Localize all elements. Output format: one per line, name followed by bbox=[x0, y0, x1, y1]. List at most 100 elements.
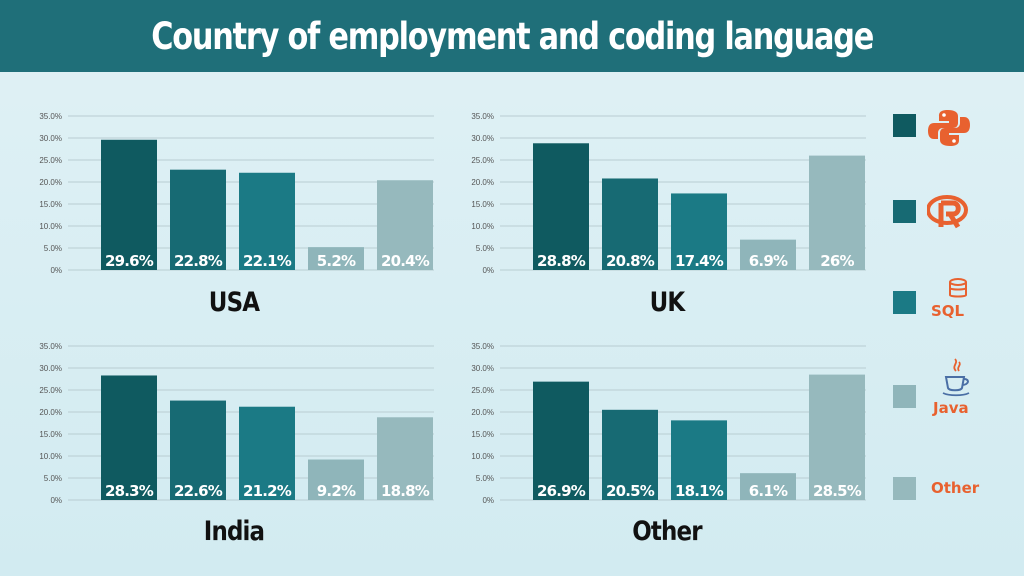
other-label: Other bbox=[931, 479, 980, 497]
other-ytick-label: 25.0% bbox=[471, 386, 494, 395]
usa-ytick-label: 30.0% bbox=[39, 134, 62, 143]
uk-ytick-label: 15.0% bbox=[471, 200, 494, 209]
india-ytick-label: 5.0% bbox=[44, 474, 62, 483]
other-ytick-label: 0% bbox=[482, 496, 494, 505]
india-bar-label-other: 18.8% bbox=[381, 482, 430, 500]
country-label-usa: USA bbox=[208, 287, 260, 318]
python-icon bbox=[928, 110, 970, 146]
india-bar-label-sql: 21.2% bbox=[243, 482, 292, 500]
uk-ytick-label: 35.0% bbox=[471, 112, 494, 121]
usa-bar-label-python: 29.6% bbox=[105, 252, 154, 270]
other-bar-label-other: 28.5% bbox=[813, 482, 862, 500]
other-bar-python bbox=[533, 381, 589, 500]
r-icon bbox=[927, 195, 968, 229]
india-ytick-label: 15.0% bbox=[39, 430, 62, 439]
uk-bar-label-r: 20.8% bbox=[606, 252, 655, 270]
india-ytick-label: 10.0% bbox=[39, 452, 62, 461]
usa-ytick-label: 15.0% bbox=[39, 200, 62, 209]
legend-swatch-other bbox=[893, 477, 916, 500]
country-label-uk: UK bbox=[649, 287, 686, 318]
uk-bar-java bbox=[740, 239, 796, 270]
usa-ytick-label: 35.0% bbox=[39, 112, 62, 121]
usa-bar-label-java: 5.2% bbox=[317, 252, 356, 270]
india-bar-java bbox=[308, 459, 364, 500]
india-bar-sql bbox=[239, 406, 295, 500]
uk-bar-r bbox=[602, 178, 658, 270]
usa-ytick-label: 0% bbox=[50, 266, 62, 275]
legend-other: Other bbox=[893, 474, 1013, 534]
usa-bar-java bbox=[308, 247, 364, 270]
india-bar-r bbox=[170, 400, 226, 500]
usa-bar-label-r: 22.8% bbox=[174, 252, 223, 270]
usa-bar-python bbox=[101, 139, 157, 270]
other-bar-r bbox=[602, 409, 658, 500]
other-ytick-label: 20.0% bbox=[471, 408, 494, 417]
uk-ytick-label: 20.0% bbox=[471, 178, 494, 187]
other-ytick-label: 35.0% bbox=[471, 342, 494, 351]
legend-swatch-java bbox=[893, 385, 916, 408]
chart-other-svg: 0% 5.0% 10.0% 15.0% 20.0% 25.0% 30.0% 35.0% 26.9… bbox=[471, 342, 866, 505]
uk-bar-label-sql: 17.4% bbox=[675, 252, 724, 270]
title-banner: Country of employment and coding languag… bbox=[0, 0, 1024, 72]
legend-swatch-python bbox=[893, 114, 916, 137]
other-bar-label-java: 6.1% bbox=[749, 482, 788, 500]
chart-uk: 0% 5.0% 10.0% 15.0% 20.0% 25.0% 30.0% 35.0% 28.8… bbox=[432, 108, 882, 278]
legend-java: Java bbox=[893, 357, 1013, 417]
india-bar-label-python: 28.3% bbox=[105, 482, 154, 500]
java-cup-icon bbox=[942, 358, 970, 397]
uk-bar-label-java: 6.9% bbox=[749, 252, 788, 270]
usa-bar-r bbox=[170, 169, 226, 270]
uk-ytick-label: 30.0% bbox=[471, 134, 494, 143]
usa-bar-label-sql: 22.1% bbox=[243, 252, 292, 270]
uk-bar-other bbox=[809, 155, 865, 270]
india-ytick-label: 35.0% bbox=[39, 342, 62, 351]
usa-ytick-label: 25.0% bbox=[39, 156, 62, 165]
country-label-india: India bbox=[203, 516, 265, 547]
uk-ytick-label: 25.0% bbox=[471, 156, 494, 165]
india-ytick-label: 0% bbox=[50, 496, 62, 505]
usa-bar-sql bbox=[239, 172, 295, 270]
chart-other: 0% 5.0% 10.0% 15.0% 20.0% 25.0% 30.0% 35.0% 26.9… bbox=[432, 338, 882, 508]
page-title: Country of employment and coding languag… bbox=[151, 14, 874, 58]
usa-bar-other bbox=[377, 180, 433, 270]
other-ytick-label: 5.0% bbox=[476, 474, 494, 483]
other-bar-java bbox=[740, 473, 796, 500]
other-bar-sql bbox=[671, 420, 727, 500]
chart-india-svg: 0% 5.0% 10.0% 15.0% 20.0% 25.0% 30.0% 35.0% 28.3… bbox=[39, 342, 434, 505]
chart-usa: 0% 5.0% 10.0% 15.0% 20.0% 25.0% 30.0% 35.0% 29.6… bbox=[0, 108, 450, 278]
other-ytick-label: 30.0% bbox=[471, 364, 494, 373]
chart-uk-svg: 0% 5.0% 10.0% 15.0% 20.0% 25.0% 30.0% 35.0% 28.8… bbox=[471, 112, 866, 275]
uk-bar-sql bbox=[671, 193, 727, 270]
other-bar-other bbox=[809, 374, 865, 500]
uk-bar-label-python: 28.8% bbox=[537, 252, 586, 270]
india-ytick-label: 30.0% bbox=[39, 364, 62, 373]
sql-database-icon bbox=[949, 278, 967, 298]
legend-python bbox=[893, 108, 1013, 168]
country-label-other: Other bbox=[632, 516, 702, 547]
java-label: Java bbox=[933, 399, 969, 417]
india-bar-label-r: 22.6% bbox=[174, 482, 223, 500]
other-bar-label-python: 26.9% bbox=[537, 482, 586, 500]
uk-ytick-label: 5.0% bbox=[476, 244, 494, 253]
uk-ytick-label: 0% bbox=[482, 266, 494, 275]
sql-label: SQL bbox=[931, 302, 965, 320]
legend-swatch-sql bbox=[893, 291, 916, 314]
usa-ytick-label: 10.0% bbox=[39, 222, 62, 231]
legend-swatch-r bbox=[893, 200, 916, 223]
chart-usa-svg: 0% 5.0% 10.0% 15.0% 20.0% 25.0% 30.0% 35.0% 29.6… bbox=[39, 112, 434, 275]
india-bar-python bbox=[101, 375, 157, 500]
uk-bar-python bbox=[533, 143, 589, 270]
other-ytick-label: 10.0% bbox=[471, 452, 494, 461]
legend-r bbox=[893, 193, 1013, 253]
india-ytick-label: 20.0% bbox=[39, 408, 62, 417]
usa-ytick-label: 5.0% bbox=[44, 244, 62, 253]
chart-india: 0% 5.0% 10.0% 15.0% 20.0% 25.0% 30.0% 35.0% 28.3… bbox=[0, 338, 450, 508]
legend-sql: SQL bbox=[893, 278, 1013, 338]
other-ytick-label: 15.0% bbox=[471, 430, 494, 439]
uk-bar-label-other: 26% bbox=[820, 252, 854, 270]
other-bar-label-sql: 18.1% bbox=[675, 482, 724, 500]
uk-ytick-label: 10.0% bbox=[471, 222, 494, 231]
india-bar-label-java: 9.2% bbox=[317, 482, 356, 500]
usa-bar-label-other: 20.4% bbox=[381, 252, 430, 270]
india-bar-other bbox=[377, 417, 433, 500]
